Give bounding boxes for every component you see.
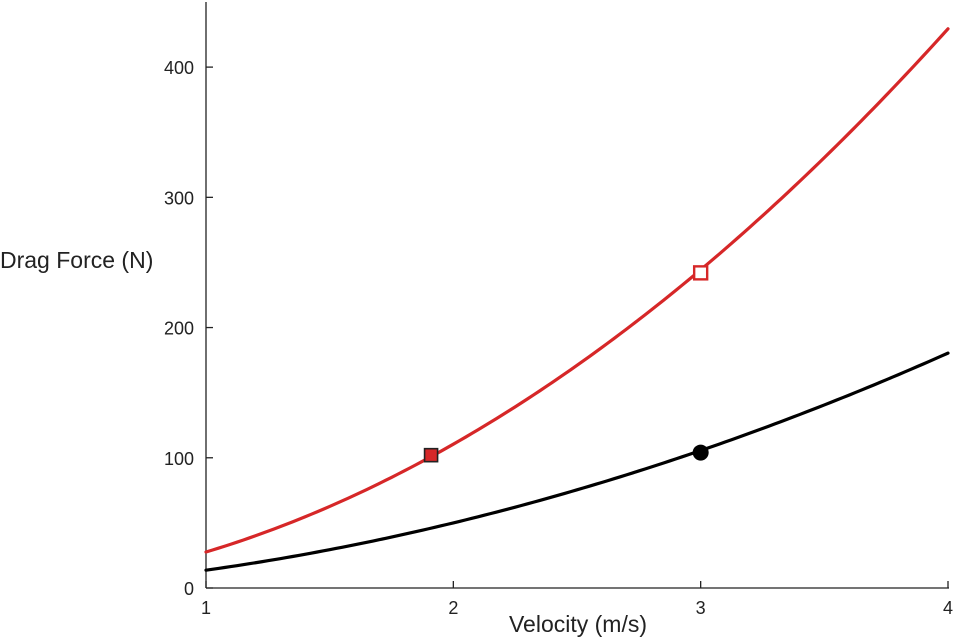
x-tick-label: 3 bbox=[696, 598, 706, 618]
y-tick-label: 200 bbox=[164, 319, 194, 339]
y-tick-label: 0 bbox=[184, 579, 194, 599]
black-series-line bbox=[204, 351, 950, 572]
x-tick-label: 1 bbox=[201, 598, 211, 618]
filled-square-marker bbox=[423, 447, 439, 463]
y-tick-label: 100 bbox=[164, 449, 194, 469]
y-tick-label: 400 bbox=[164, 58, 194, 78]
x-tick-label: 4 bbox=[943, 598, 953, 618]
x-axis-label: Velocity (m/s) bbox=[509, 611, 647, 637]
y-axis-label: Drag Force (N) bbox=[0, 247, 153, 273]
data-markers bbox=[423, 265, 709, 463]
x-tick-label: 2 bbox=[448, 598, 458, 618]
series-lines bbox=[204, 27, 950, 572]
red-series-line bbox=[204, 27, 950, 554]
axes: 1 2 3 4 0 100 200 300 400 bbox=[164, 2, 953, 618]
filled-circle-marker bbox=[692, 444, 709, 461]
open-square-marker bbox=[692, 265, 709, 281]
y-tick-label: 300 bbox=[164, 188, 194, 208]
